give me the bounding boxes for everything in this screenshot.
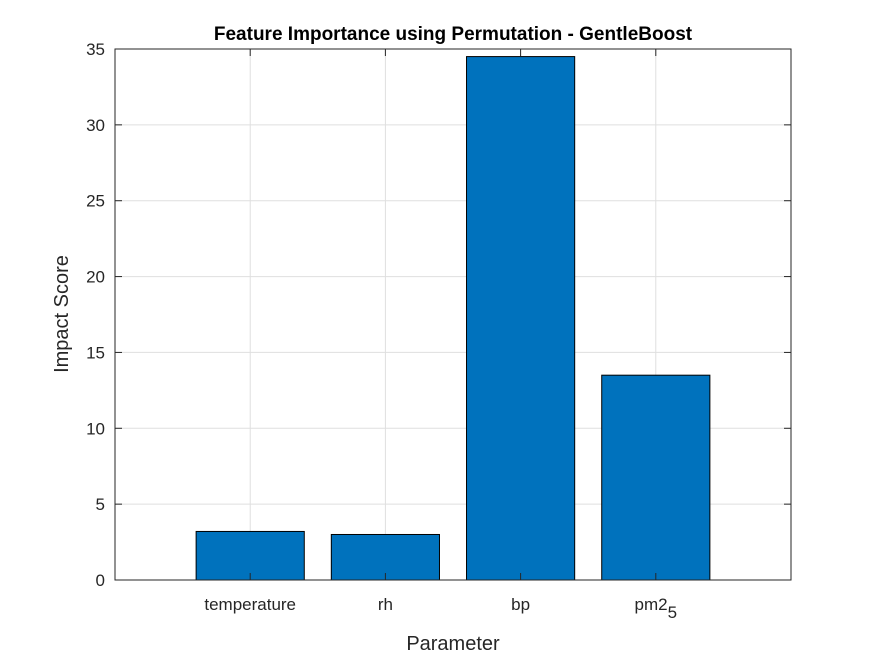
bar: [195, 530, 305, 581]
x-axis-label: Parameter: [406, 633, 500, 655]
x-tick-label: temperature: [204, 595, 296, 614]
x-tick-label: rh: [378, 595, 393, 614]
x-tick-labels: temperature rh bp pm25: [204, 595, 677, 622]
bar: [466, 56, 576, 581]
y-tick-label: 5: [96, 495, 105, 514]
bar-layer: [195, 56, 711, 581]
y-tick-label: 10: [86, 419, 105, 438]
axes-box: [114, 48, 792, 581]
y-tick-label: 0: [96, 571, 105, 590]
x-tick-label-subscript: 5: [668, 603, 677, 622]
x-tick-label-text: pm2: [635, 595, 668, 614]
x-tick-label-text: temperature: [204, 595, 296, 614]
y-tick-label: 25: [86, 192, 105, 211]
tick-layer: [115, 48, 791, 581]
bar: [601, 374, 711, 581]
y-tick-labels: 0 5 10 15 20 25 30 35: [86, 40, 105, 590]
y-tick-label: 30: [86, 116, 105, 135]
y-tick-label: 20: [86, 268, 105, 287]
bar: [330, 533, 440, 581]
x-tick-label: bp: [511, 595, 530, 614]
y-tick-label: 35: [86, 40, 105, 59]
y-axis-label: Impact Score: [51, 255, 73, 373]
x-tick-label: pm25: [635, 595, 678, 622]
y-tick-label: 15: [86, 343, 105, 362]
chart-title: Feature Importance using Permutation - G…: [214, 24, 693, 45]
x-tick-label-text: bp: [511, 595, 530, 614]
x-tick-label-text: rh: [378, 595, 393, 614]
